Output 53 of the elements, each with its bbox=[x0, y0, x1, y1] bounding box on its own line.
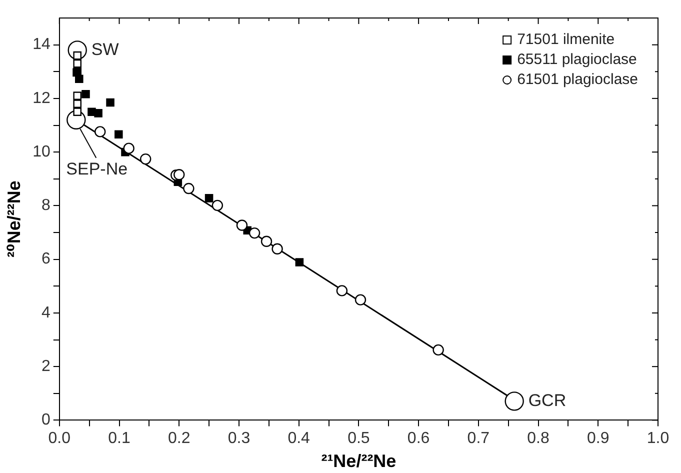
legend-label: 71501 ilmenite bbox=[517, 31, 615, 48]
point bbox=[73, 92, 82, 100]
y-axis-title: ²⁰Ne/²²Ne bbox=[4, 180, 24, 258]
y-tick-label: 8 bbox=[41, 197, 50, 214]
point bbox=[336, 285, 348, 296]
point bbox=[236, 220, 248, 231]
point bbox=[272, 243, 283, 254]
point bbox=[123, 142, 134, 154]
point bbox=[73, 108, 82, 116]
x-axis-title: ²¹Ne/²²Ne bbox=[321, 451, 396, 472]
point bbox=[183, 182, 194, 194]
y-tick-label: 12 bbox=[32, 90, 50, 107]
point bbox=[432, 344, 444, 356]
y-tick-label: 2 bbox=[41, 358, 50, 375]
y-tick-label: 14 bbox=[32, 36, 50, 54]
y-tick-label: 6 bbox=[41, 250, 50, 268]
point bbox=[73, 100, 82, 108]
point bbox=[106, 98, 114, 107]
point bbox=[174, 168, 185, 180]
point bbox=[212, 200, 224, 212]
point bbox=[204, 194, 214, 202]
x-tick-label: 0.6 bbox=[407, 430, 430, 448]
annotation: SW bbox=[91, 40, 119, 59]
x-tick-label: 0.7 bbox=[467, 430, 490, 448]
point bbox=[73, 51, 82, 60]
y-tick-label: 10 bbox=[32, 143, 50, 160]
x-tick-label: 0.0 bbox=[48, 430, 71, 448]
point bbox=[73, 59, 82, 68]
legend-label: 65511 plagioclase bbox=[517, 51, 637, 68]
legend-label: 61501 plagioclase bbox=[517, 71, 638, 88]
x-tick-label: 0.2 bbox=[168, 430, 190, 448]
x-tick-label: 0.1 bbox=[108, 430, 130, 448]
x-tick-label: 0.3 bbox=[228, 430, 250, 448]
point bbox=[75, 74, 84, 83]
y-tick-label: 0 bbox=[41, 412, 50, 429]
point bbox=[504, 392, 524, 411]
x-tick-label: 0.8 bbox=[527, 430, 550, 448]
x-tick-label: 0.9 bbox=[587, 430, 610, 448]
point bbox=[260, 236, 272, 247]
x-tick-label: 1.0 bbox=[646, 430, 670, 448]
point bbox=[295, 258, 304, 266]
point bbox=[94, 126, 106, 138]
annotation: SEP-Ne bbox=[66, 160, 128, 179]
point bbox=[94, 109, 102, 118]
point bbox=[140, 153, 152, 165]
point bbox=[354, 294, 366, 306]
x-tick-label: 0.4 bbox=[288, 430, 310, 448]
point bbox=[248, 227, 260, 239]
point bbox=[114, 130, 123, 139]
annotation: GCR bbox=[528, 390, 566, 410]
point bbox=[82, 90, 90, 98]
y-tick-label: 4 bbox=[41, 304, 50, 322]
x-tick-label: 0.5 bbox=[348, 430, 370, 448]
